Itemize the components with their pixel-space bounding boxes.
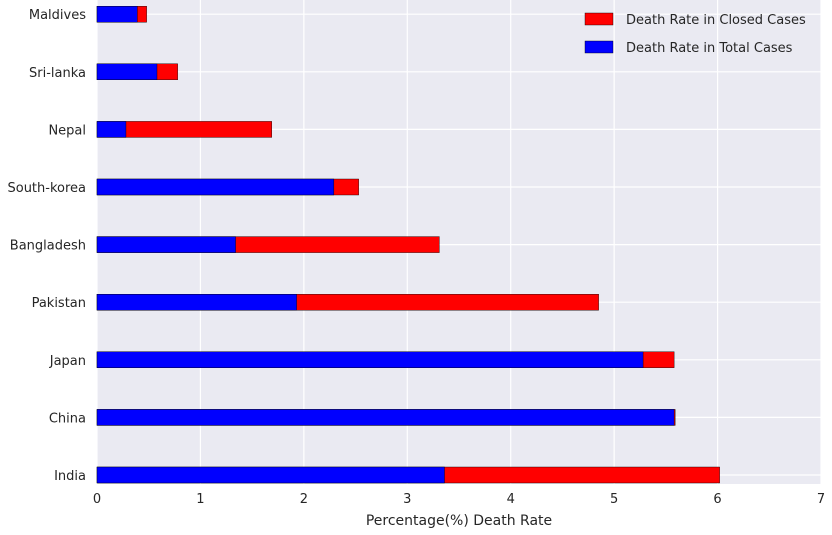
y-tick-label: Nepal bbox=[48, 123, 86, 138]
legend-swatch bbox=[584, 12, 614, 26]
x-tick-label: 6 bbox=[713, 492, 721, 507]
x-tick-label: 3 bbox=[403, 492, 411, 507]
y-tick-label: Pakistan bbox=[32, 296, 86, 311]
bar-total-japan bbox=[96, 351, 644, 368]
legend-swatch bbox=[584, 40, 614, 54]
y-tick-labels: India China Japan Pakistan Bangladesh South-k… bbox=[7, 8, 86, 484]
y-tick-label: Bangladesh bbox=[10, 239, 86, 254]
y-tick-label: Maldives bbox=[29, 8, 86, 23]
y-tick-label: India bbox=[54, 469, 86, 484]
bar-total-sri-lanka bbox=[96, 63, 158, 80]
bar-total-bangladesh bbox=[96, 236, 236, 253]
x-axis-label: Percentage(%) Death Rate bbox=[366, 513, 552, 529]
x-tick-label: 5 bbox=[610, 492, 618, 507]
y-tick-label: China bbox=[49, 411, 86, 426]
x-tick-label: 0 bbox=[93, 492, 101, 507]
bar-total-south-korea bbox=[96, 178, 335, 196]
x-tick-label: 7 bbox=[817, 492, 825, 507]
y-tick-label: Sri-lanka bbox=[29, 66, 86, 81]
bar-total-india bbox=[96, 466, 445, 484]
x-tick-label: 4 bbox=[507, 492, 515, 507]
bar-total-china bbox=[96, 409, 675, 426]
bar-total-nepal bbox=[96, 121, 127, 138]
bar-total-pakistan bbox=[96, 294, 297, 311]
x-tick-label: 1 bbox=[196, 492, 204, 507]
bar-total-maldives bbox=[96, 5, 138, 23]
x-tick-label: 2 bbox=[300, 492, 308, 507]
legend-label: Death Rate in Closed Cases bbox=[626, 13, 806, 28]
y-tick-label: Japan bbox=[49, 354, 86, 369]
y-tick-label: South-korea bbox=[7, 181, 86, 196]
bars bbox=[96, 5, 720, 484]
legend-label: Death Rate in Total Cases bbox=[626, 41, 793, 56]
legend: Death Rate in Closed Cases Death Rate in … bbox=[584, 12, 806, 56]
x-tick-labels: 0 1 2 3 4 5 6 7 bbox=[93, 492, 825, 507]
